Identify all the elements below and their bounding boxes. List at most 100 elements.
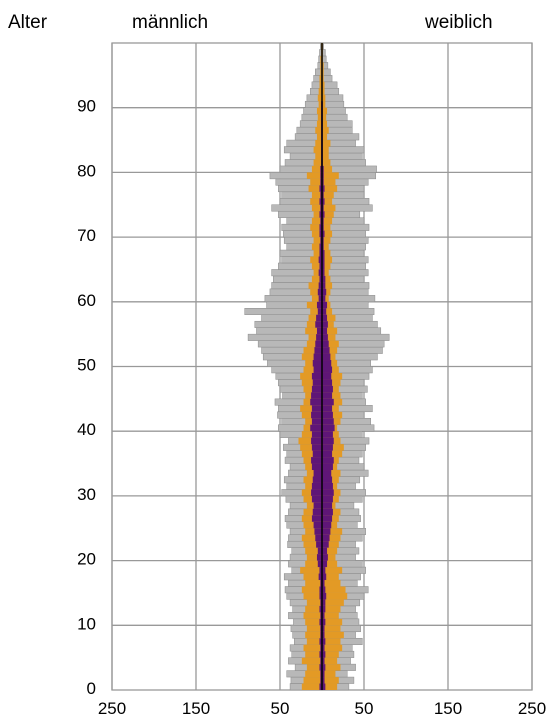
bar-male-inner-age-6: [320, 644, 322, 652]
bar-female-inner-age-64: [322, 269, 325, 276]
bar-male-inner-age-23: [315, 534, 322, 542]
bar-female-inner-age-54: [322, 334, 328, 341]
bar-female-inner-age-72: [322, 217, 324, 225]
y-tick-label: 60: [77, 291, 96, 310]
bar-female-middle-age-3: [322, 664, 341, 671]
bar-male-inner-age-5: [319, 651, 322, 658]
bar-female-middle-age-65: [322, 262, 331, 270]
bar-female-inner-age-56: [322, 321, 328, 328]
bar-female-inner-age-18: [322, 567, 326, 574]
bar-male-inner-age-77: [319, 185, 322, 192]
bar-female-inner-age-17: [322, 573, 327, 581]
bar-female-middle-age-23: [322, 534, 341, 542]
bar-female-middle-age-63: [322, 275, 331, 283]
bar-male-middle-age-75: [310, 198, 322, 205]
bar-female-inner-age-71: [322, 224, 324, 231]
bar-female-middle-age-69: [322, 237, 331, 244]
bar-female-middle-age-16: [322, 580, 341, 587]
chart-bars: [244, 42, 390, 691]
bar-female-inner-age-68: [322, 243, 324, 251]
female-label: weiblich: [424, 12, 493, 33]
bar-male-inner-age-35: [311, 457, 322, 464]
bar-female-middle-age-57: [322, 314, 336, 322]
bar-female-inner-age-69: [322, 237, 324, 244]
bar-female-inner-age-52: [322, 347, 330, 354]
bar-female-inner-age-11: [322, 612, 325, 619]
x-tick-label: 250: [98, 699, 126, 718]
bar-female-middle-age-80: [322, 165, 333, 173]
bar-female-middle-age-19: [322, 560, 338, 568]
bar-male-inner-age-75: [319, 198, 322, 205]
bar-female-inner-age-65: [322, 262, 325, 270]
bar-male-middle-age-54: [308, 334, 322, 341]
bar-female-inner-age-1: [322, 677, 325, 684]
bar-female-middle-age-78: [322, 178, 336, 186]
bar-female-inner-age-60: [322, 295, 326, 302]
bar-female-inner-age-73: [322, 211, 325, 218]
bar-male-inner-age-79: [320, 172, 322, 179]
bar-male-inner-age-16: [320, 580, 322, 587]
bar-male-inner-age-1: [320, 677, 322, 684]
bar-male-middle-age-83: [313, 146, 322, 153]
bar-female-middle-age-13: [322, 599, 344, 606]
bar-male-inner-age-45: [311, 392, 322, 399]
bar-male-middle-age-36: [301, 450, 322, 458]
bar-male-middle-age-70: [311, 230, 322, 238]
bar-female-inner-age-24: [322, 528, 331, 535]
bar-female-inner-age-33: [322, 470, 332, 477]
bar-male-middle-age-87: [316, 120, 322, 128]
y-tick-label: 10: [77, 614, 96, 633]
bar-female-middle-age-62: [322, 282, 333, 289]
bar-male-inner-age-59: [316, 301, 322, 309]
bar-male-middle-age-81: [313, 159, 322, 166]
bar-male-inner-age-25: [313, 521, 322, 529]
bar-male-inner-age-63: [319, 275, 322, 283]
bar-male-middle-age-2: [305, 670, 322, 678]
y-tick-label: 0: [87, 679, 96, 698]
bar-male-middle-age-26: [301, 515, 322, 522]
bar-female-middle-age-7: [322, 638, 341, 645]
bar-female-middle-age-83: [322, 146, 329, 153]
bar-female-inner-age-63: [322, 275, 326, 283]
bar-male-inner-age-65: [319, 262, 322, 270]
bar-male-middle-age-95: [320, 68, 322, 76]
bar-female-inner-age-7: [322, 638, 326, 645]
bar-female-inner-age-40: [322, 424, 335, 432]
bar-male-middle-age-92: [318, 88, 322, 95]
bar-male-inner-age-60: [318, 295, 322, 302]
bar-male-inner-age-47: [312, 379, 322, 386]
bar-male-inner-age-43: [311, 405, 322, 412]
bar-male-middle-age-93: [319, 81, 322, 89]
y-tick-label: 70: [77, 226, 96, 245]
bar-female-inner-age-28: [322, 502, 333, 509]
bar-male-middle-age-6: [303, 644, 322, 652]
bar-female-middle-age-6: [322, 644, 343, 652]
bar-female-inner-age-49: [322, 366, 333, 373]
bar-female-inner-age-36: [322, 450, 333, 458]
bar-male-middle-age-24: [305, 528, 322, 535]
bar-male-inner-age-19: [317, 560, 322, 568]
bar-female-outer-age-64: [321, 269, 369, 277]
bar-male-middle-age-59: [306, 301, 322, 309]
bar-male-middle-age-58: [310, 308, 322, 315]
x-tick-labels: 250 150 50 50 150 250: [98, 699, 546, 718]
bar-female-middle-age-89: [322, 107, 328, 115]
bar-male-middle-age-69: [313, 237, 322, 244]
bar-male-middle-age-19: [305, 560, 322, 568]
bar-male-middle-age-71: [310, 224, 322, 231]
bar-male-inner-age-64: [318, 269, 322, 276]
bar-female-middle-age-73: [322, 211, 334, 218]
bar-female-inner-age-57: [322, 314, 328, 322]
bar-male-inner-age-30: [311, 489, 322, 496]
bar-male-middle-age-79: [306, 172, 322, 179]
bar-male-inner-age-12: [319, 605, 322, 613]
bar-male-middle-age-61: [310, 288, 322, 296]
bar-male-inner-age-21: [317, 547, 322, 555]
bar-male-middle-age-63: [311, 275, 322, 283]
bar-female-middle-age-8: [322, 631, 344, 639]
bar-male-middle-age-9: [306, 625, 322, 632]
bar-female-inner-age-47: [322, 379, 333, 386]
bar-female-inner-age-41: [322, 418, 334, 425]
bar-male-inner-age-20: [316, 554, 322, 561]
bar-female-middle-age-12: [322, 605, 341, 613]
